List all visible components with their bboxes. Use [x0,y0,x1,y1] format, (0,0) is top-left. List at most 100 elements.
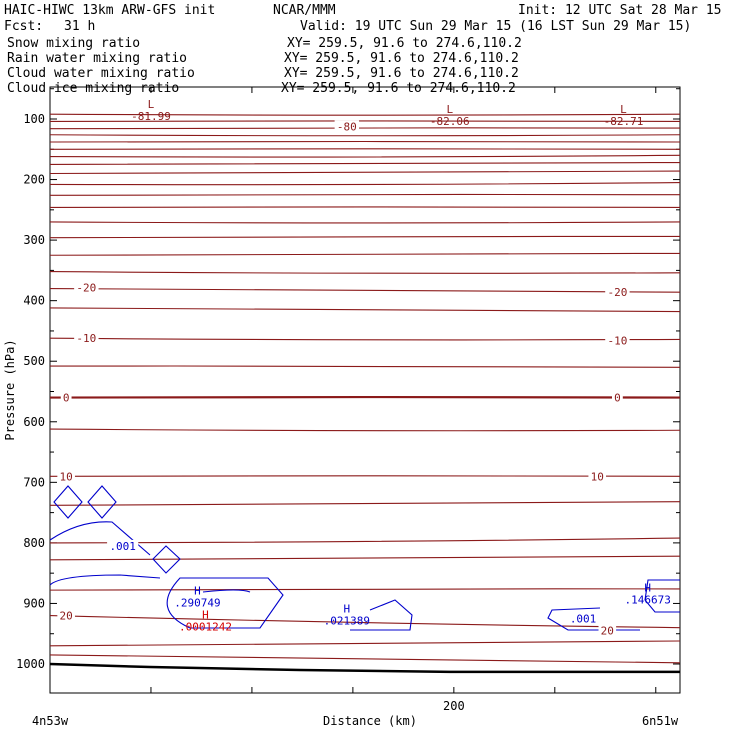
model-title: HAIC-HIWC 13km ARW-GFS init [4,3,215,18]
temperature-label-bg [60,391,72,404]
y-tick-label: 100 [23,112,45,126]
temperature-contours [49,113,681,674]
temperature-contour-line [49,640,681,647]
cloud-water-contour-line [87,485,117,519]
extremum-mark: H [194,584,201,597]
temperature-label: 20 [60,610,73,623]
temperature-contour-line [49,182,681,186]
temperature-contour-line [49,134,681,137]
x-end-label: 6n51w [642,714,679,728]
extremum-value: .0001242 [179,621,232,634]
temperature-contour-line [49,221,681,224]
y-tick-label: 900 [23,596,45,610]
y-tick-label: 800 [23,536,45,550]
temperature-label-bg [605,286,630,299]
temperature-contour-line [49,501,681,506]
y-tick-label: 700 [23,475,45,489]
field-cloudice-xy: XY= 259.5, 91.6 to 274.6,110.2 [281,81,516,96]
temperature-contour-line [49,127,681,130]
extremum-mark: L [446,103,453,116]
temperature-label-bg [334,120,360,133]
org-label: NCAR/MMM [273,3,336,18]
temperature-contour-line [49,555,681,561]
extremum-mark: H [644,581,651,594]
terrain-surface-line [49,662,680,674]
extremum-value: -81.99 [131,110,171,123]
y-tick-label: 400 [23,294,45,308]
temperature-contour-line [49,252,681,256]
temperature-label: 10 [591,470,604,483]
temperature-label-bg [588,470,607,483]
temperature-label-bg [57,470,75,483]
cloud-water-label: .001 [109,540,136,553]
extremum-value: -82.06 [430,115,470,128]
cloud-water-contour-line [202,589,251,593]
y-tick-label: 1000 [16,657,45,671]
temperature-label-bg [605,334,630,347]
valid-label: Valid: 19 UTC Sun 29 Mar 15 (16 LST Sun … [300,19,691,34]
temperature-label: 10 [60,470,73,483]
extremum-mark: L [148,98,155,111]
extremum-value: .290749 [174,596,220,609]
y-axis-label: Pressure (hPa) [3,339,17,440]
temperature-contour-line [49,140,681,143]
temperature-label-bg [598,624,617,637]
temperature-label: -10 [607,335,627,348]
temperature-contour-line [49,148,681,150]
extremum-value: -82.71 [604,115,644,128]
temperature-contour-line [49,271,681,274]
x-start-label: 4n53w [32,714,69,728]
temperature-label-bg [74,332,99,345]
temperature-contour-line [49,235,681,239]
temperature-contour-line [49,288,681,293]
y-tick-label: 600 [23,415,45,429]
temperature-contour-line [49,162,681,165]
temperature-contour-line [49,206,681,208]
temperature-label-bg [74,281,99,294]
temperature-label: 0 [614,392,621,405]
field-snow-xy: XY= 259.5, 91.6 to 274.6,110.2 [287,36,522,51]
x-axis-label: Distance (km) [323,714,417,728]
field-cloudwater-name: Cloud water mixing ratio [7,66,195,81]
extremum-value: .021389 [324,615,370,628]
temperature-contour-line [49,193,681,196]
cloud-water-contour-line [547,607,640,631]
cloud-water-label-bg [107,539,139,552]
init-label: Init: 12 UTC Sat 28 Mar 15 [518,3,722,18]
temperature-contour-line [49,113,681,116]
cloud-water-contour-line [350,599,413,631]
fcst-value: 31 h [64,19,95,34]
temperature-label: -80 [337,120,357,133]
temperature-contour-line [49,654,681,664]
field-rain-xy: XY= 259.5, 91.6 to 274.6,110.2 [284,51,519,66]
cloud-water-contour-line [152,545,181,574]
field-cloudwater-xy: XY= 259.5, 91.6 to 274.6,110.2 [284,66,519,81]
temperature-contour-line [49,395,681,399]
y-tick-label: 500 [23,354,45,368]
temperature-label-bg [57,609,75,622]
temperature-label-bg [612,391,623,404]
temperature-contour-line [49,170,681,175]
temperature-contour-line [49,154,681,158]
cloud-water-label-bg [567,612,599,625]
cloud-water-contour-line [166,577,284,629]
temperature-label: 0 [63,392,70,405]
temperature-label: -20 [607,286,627,299]
plot-frame [49,86,681,694]
temperature-contour-line [49,365,681,368]
temperature-contour-line [49,428,681,432]
temperature-contour-line [49,307,681,313]
field-cloudice-name: Cloud ice mixing ratio [7,81,179,96]
temperature-contour-line [49,120,681,122]
temperature-contour-line [49,537,681,544]
x-tick-label: 200 [443,699,465,713]
temperature-contour-line [49,475,681,477]
extremum-mark: H [202,609,209,622]
temperature-label: -20 [76,281,96,294]
fcst-label: Fcst: [4,19,43,34]
temperature-label: -10 [76,332,96,345]
cloud-water-contour-line [49,521,151,556]
cloud-water-contour-line [49,574,161,586]
